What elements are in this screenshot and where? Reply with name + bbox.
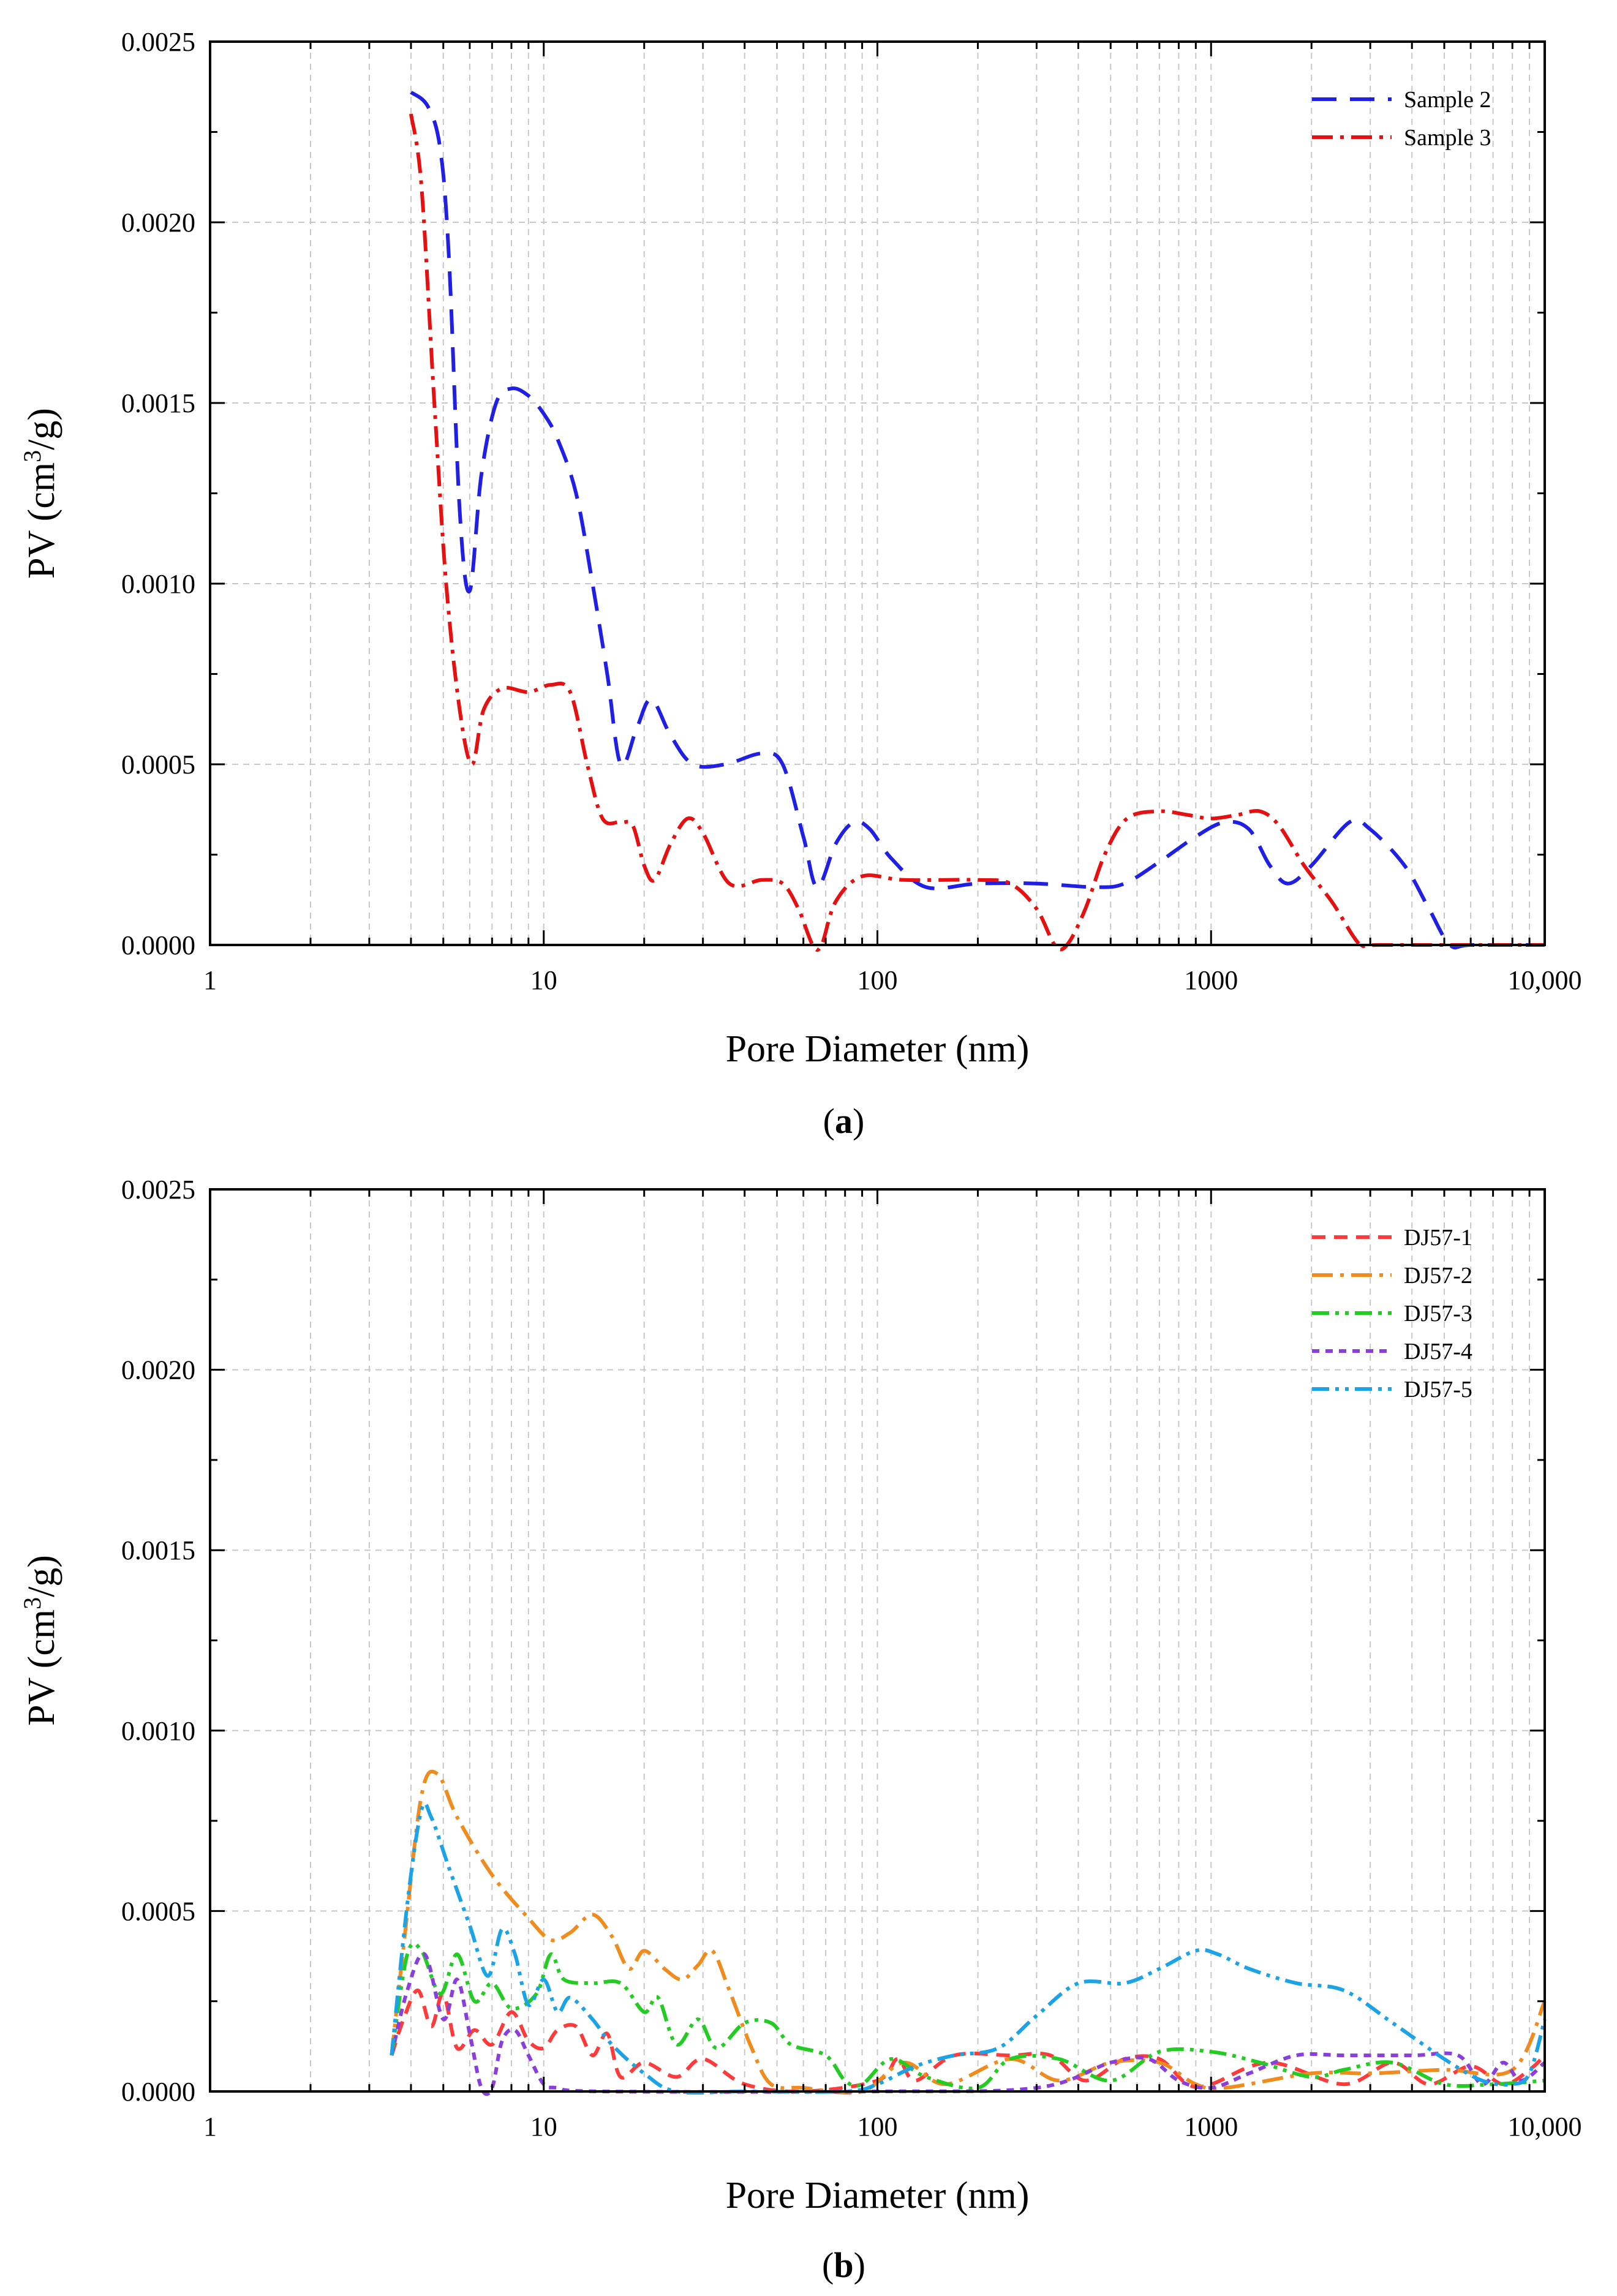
y-tick-label: 0.0000 xyxy=(121,930,195,960)
x-tick-label: 10,000 xyxy=(1508,965,1582,995)
y-tick-label: 0.0005 xyxy=(121,1896,195,1926)
x-tick-label: 1 xyxy=(203,2112,217,2142)
y-tick-label: 0.0020 xyxy=(121,1355,195,1385)
legend-label: DJ57-1 xyxy=(1404,1225,1472,1251)
x-tick-label: 10 xyxy=(530,2112,557,2142)
y-tick-label: 0.0015 xyxy=(121,388,195,418)
panel-label: (a) xyxy=(823,1101,865,1141)
legend-label: DJ57-5 xyxy=(1404,1377,1472,1402)
y-tick-label: 0.0025 xyxy=(121,1175,195,1205)
y-axis-title: PV (cm3/g) xyxy=(18,1555,62,1726)
y-tick-label: 0.0015 xyxy=(121,1535,195,1565)
x-tick-label: 100 xyxy=(858,965,898,995)
y-tick-label: 0.0010 xyxy=(121,569,195,599)
x-tick-labels: 1 10 100 1000 10,000 xyxy=(203,965,1582,995)
x-tick-labels: 1 10 100 1000 10,000 xyxy=(203,2112,1582,2142)
legend-label: DJ57-3 xyxy=(1404,1301,1472,1327)
series-layer xyxy=(409,91,1545,952)
legend-label: Sample 3 xyxy=(1404,125,1491,151)
x-axis-title: Pore Diameter (nm) xyxy=(726,1028,1030,1070)
axis-ticks xyxy=(209,40,1546,946)
y-axis-title: PV (cm3/g) xyxy=(18,408,62,579)
axis-ticks xyxy=(209,1188,1546,2093)
x-tick-label: 10 xyxy=(530,965,557,995)
y-tick-label: 0.0025 xyxy=(121,27,195,57)
x-tick-label: 1 xyxy=(203,965,217,995)
grid-lines xyxy=(210,42,1545,945)
y-tick-label: 0.0000 xyxy=(121,2077,195,2107)
series-line-dj57-5 xyxy=(390,1801,1547,2095)
y-tick-label: 0.0010 xyxy=(121,1716,195,1746)
y-tick-label: 0.0020 xyxy=(121,208,195,238)
legend: DJ57-1 DJ57-2 DJ57-3 DJ57-4 DJ57-5 xyxy=(1312,1225,1472,1402)
series-line-dj57-4 xyxy=(390,1952,1546,2096)
series-line-dj57-2 xyxy=(390,1769,1547,2095)
x-axis-title: Pore Diameter (nm) xyxy=(726,2175,1030,2216)
legend: Sample 2 Sample 3 xyxy=(1312,87,1491,151)
x-tick-label: 100 xyxy=(858,2112,898,2142)
y-tick-labels: 0.0000 0.0005 0.0010 0.0015 0.0020 0.0025 xyxy=(121,1175,195,2107)
grid-lines xyxy=(210,1189,1545,2091)
x-tick-label: 10,000 xyxy=(1508,2112,1582,2142)
y-tick-label: 0.0005 xyxy=(121,750,195,780)
x-tick-label: 1000 xyxy=(1184,2112,1238,2142)
chart-panel-b: 1 10 100 1000 10,000 0.0000 0.0005 0.0010 0.001… xyxy=(18,1175,1582,2285)
legend-label: DJ57-2 xyxy=(1404,1263,1472,1289)
series-line-dj57-3 xyxy=(390,1941,1545,2091)
series-line-sample-2 xyxy=(410,91,1545,950)
series-line-sample-3 xyxy=(409,113,1545,952)
legend-label: DJ57-4 xyxy=(1404,1339,1472,1364)
panel-label: (b) xyxy=(822,2245,865,2285)
x-tick-label: 1000 xyxy=(1184,965,1238,995)
series-layer xyxy=(390,1769,1547,2096)
legend-label: Sample 2 xyxy=(1404,87,1491,113)
y-tick-labels: 0.0000 0.0005 0.0010 0.0015 0.0020 0.0025 xyxy=(121,27,195,960)
chart-panel-a: 1 10 100 1000 10,000 0.0000 0.0005 0.0010 0.001… xyxy=(18,27,1582,1141)
